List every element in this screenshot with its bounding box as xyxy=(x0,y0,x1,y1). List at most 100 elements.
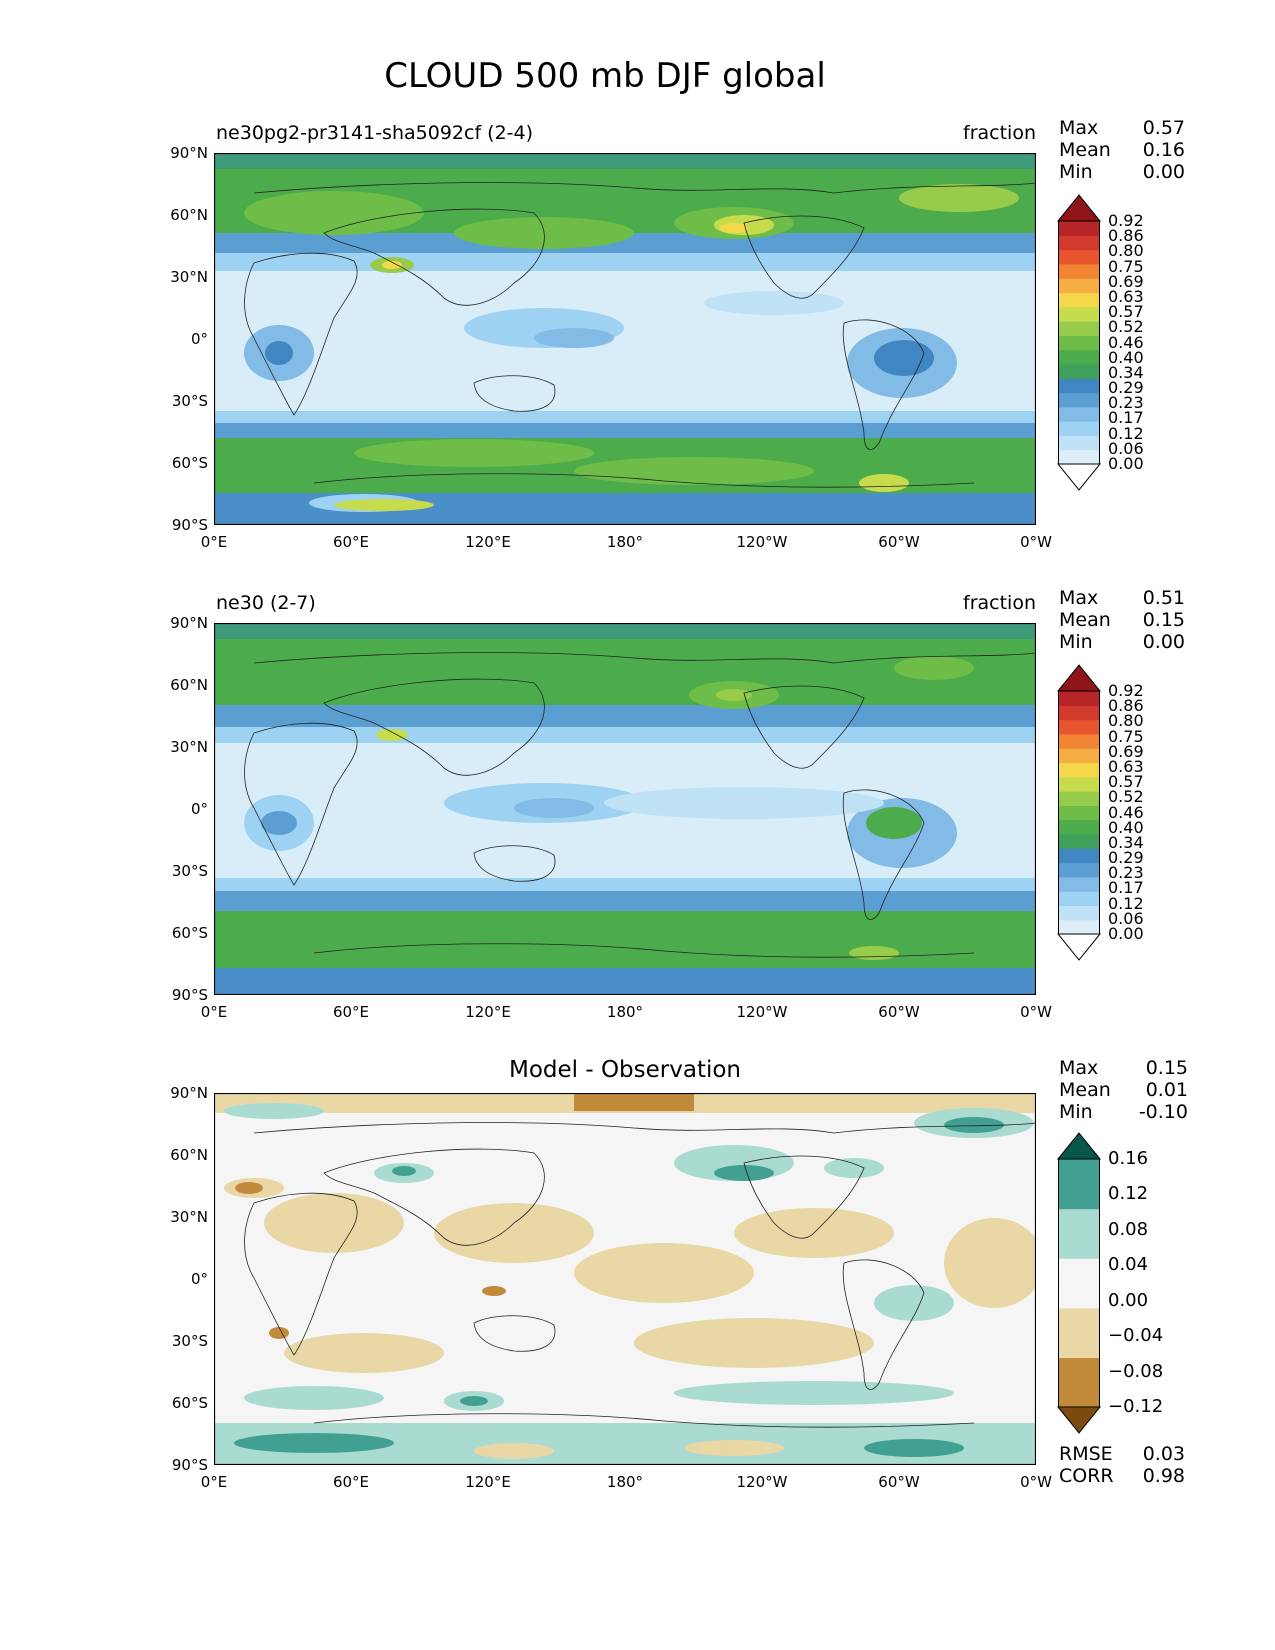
colorbar-tick-label: 0.00 xyxy=(1108,924,1144,943)
colorbar-tick-label: 0.34 xyxy=(1108,362,1144,382)
stat-mean-value: 0.16 xyxy=(1142,139,1185,161)
colorbar-tick-label: 0.17 xyxy=(1108,408,1144,428)
colorbar-tick-label: 0.04 xyxy=(1108,1254,1149,1276)
colorbar-segment xyxy=(1058,891,1100,907)
stat-mean-label: Mean xyxy=(1059,609,1111,631)
colorbar-tick-label: 0.52 xyxy=(1108,317,1144,337)
lon-tick-label: 120°W xyxy=(736,533,788,551)
colorbar-extend-max xyxy=(1056,664,1102,692)
stat-mean-label: Mean xyxy=(1059,1079,1111,1101)
stat-max-value: 0.51 xyxy=(1142,587,1185,609)
colorbar-tick-label: 0.46 xyxy=(1108,332,1144,352)
lat-tick-label: 90°N xyxy=(170,614,208,632)
colorbar-tick-label: 0.63 xyxy=(1108,286,1144,306)
lon-tick-label: 120°W xyxy=(736,1473,788,1491)
stat-max-value: 0.57 xyxy=(1142,117,1185,139)
colorbar-segment xyxy=(1058,335,1100,351)
stat-max-label: Max xyxy=(1059,117,1099,139)
colorbar-segment xyxy=(1058,748,1100,764)
lon-tick-label: 180° xyxy=(606,1473,644,1491)
lon-tick-label: 60°W xyxy=(878,533,920,551)
colorbar-segment xyxy=(1058,321,1100,336)
colorbar-segment xyxy=(1058,263,1100,279)
cloud-map-difference xyxy=(214,1093,1036,1465)
colorbar-segment xyxy=(1058,1307,1100,1358)
lat-tick-label: 90°N xyxy=(170,144,208,162)
colorbar-segment xyxy=(1058,691,1100,706)
lat-tick-label: 60°S xyxy=(171,1394,208,1412)
colorbar-extend-min xyxy=(1056,1406,1102,1434)
colorbar-tick-label: 0.92 xyxy=(1108,681,1144,700)
colorbar-segment xyxy=(1058,235,1100,251)
colorbar-segment xyxy=(1058,791,1100,806)
stat-min-label: Min xyxy=(1059,161,1093,183)
lat-tick-label: 60°S xyxy=(171,924,208,942)
lat-tick-label: 60°N xyxy=(170,676,208,694)
lat-tick-label: 30°S xyxy=(171,1332,208,1350)
colorbar-tick-label: 0.17 xyxy=(1108,878,1144,898)
lon-tick-label: 120°W xyxy=(736,1003,788,1021)
colorbar-tick-label: 0.46 xyxy=(1108,802,1144,822)
colorbar-tick-label: 0.40 xyxy=(1108,347,1144,367)
lat-tick-label: 30°S xyxy=(171,862,208,880)
colorbar-tick-label: 0.06 xyxy=(1108,438,1144,458)
colorbar-frame xyxy=(1058,690,1100,935)
stat-corr-label: CORR xyxy=(1059,1465,1114,1487)
colorbar-tick-label: 0.92 xyxy=(1108,211,1144,230)
panel-1-units: fraction xyxy=(963,122,1036,144)
lon-tick-label: 0°E xyxy=(200,1473,228,1491)
stat-min-label: Min xyxy=(1059,631,1093,653)
colorbar-svg xyxy=(1056,1132,1102,1434)
colorbar-segment xyxy=(1058,805,1100,821)
colorbar-tick-label: 0.06 xyxy=(1108,908,1144,928)
colorbar-tick-label: 0.75 xyxy=(1108,256,1144,276)
colorbar-tick-label: 0.57 xyxy=(1108,772,1144,792)
lon-tick-label: 120°E xyxy=(465,533,511,551)
lat-tick-label: 90°S xyxy=(171,1456,208,1474)
colorbar-tick-label: 0.75 xyxy=(1108,726,1144,746)
colorbar-segment xyxy=(1058,449,1100,465)
colorbar-extend-max xyxy=(1056,194,1102,222)
cloud-map-reference xyxy=(214,623,1036,995)
colorbar-segment xyxy=(1058,1159,1100,1210)
colorbar-tick-label: 0.12 xyxy=(1108,893,1144,913)
colorbar-segment xyxy=(1058,762,1100,778)
lat-tick-label: 30°N xyxy=(170,1208,208,1226)
colorbar-segment xyxy=(1058,919,1100,935)
colorbar-svg xyxy=(1056,194,1102,491)
colorbar-segment xyxy=(1058,862,1100,878)
lat-tick-label: 30°S xyxy=(171,392,208,410)
lat-tick-label: 60°N xyxy=(170,206,208,224)
colorbar-tick-label: 0.29 xyxy=(1108,378,1144,398)
stat-mean-value: 0.15 xyxy=(1142,609,1185,631)
colorbar-segment xyxy=(1058,905,1100,921)
colorbar-tick-label: 0.86 xyxy=(1108,696,1144,716)
lat-tick-label: 60°S xyxy=(171,454,208,472)
colorbar-tick-label: 0.29 xyxy=(1108,848,1144,868)
stat-max-label: Max xyxy=(1059,1057,1099,1079)
panel-1-title: ne30pg2-pr3141-sha5092cf (2-4) xyxy=(216,122,534,144)
colorbar-segment xyxy=(1058,733,1100,749)
stat-mean-value: 0.01 xyxy=(1145,1079,1188,1101)
colorbar-extend-min xyxy=(1056,463,1102,491)
colorbar-svg xyxy=(1056,664,1102,961)
lon-tick-label: 0°W xyxy=(1020,1003,1052,1021)
colorbar-segment xyxy=(1058,848,1100,864)
colorbar-tick-label: −0.08 xyxy=(1108,1360,1164,1382)
lon-tick-label: 180° xyxy=(606,533,644,551)
colorbar-tick-label: 0.86 xyxy=(1108,226,1144,246)
stat-min-value: 0.00 xyxy=(1142,161,1185,183)
lon-tick-label: 180° xyxy=(606,1003,644,1021)
colorbar-extend-min xyxy=(1056,933,1102,961)
lon-tick-label: 0°W xyxy=(1020,1473,1052,1491)
colorbar-frame xyxy=(1058,1158,1100,1408)
colorbar-tick-label: 0.12 xyxy=(1108,423,1144,443)
colorbar-tick-label: 0.08 xyxy=(1108,1218,1149,1240)
colorbar-segment xyxy=(1058,306,1100,322)
lat-tick-label: 90°N xyxy=(170,1084,208,1102)
colorbar-segment xyxy=(1058,349,1100,365)
lon-tick-label: 60°W xyxy=(878,1473,920,1491)
panel-3-title: Model - Observation xyxy=(508,1057,742,1083)
lon-tick-label: 0°E xyxy=(200,533,228,551)
lon-tick-label: 60°E xyxy=(332,533,370,551)
